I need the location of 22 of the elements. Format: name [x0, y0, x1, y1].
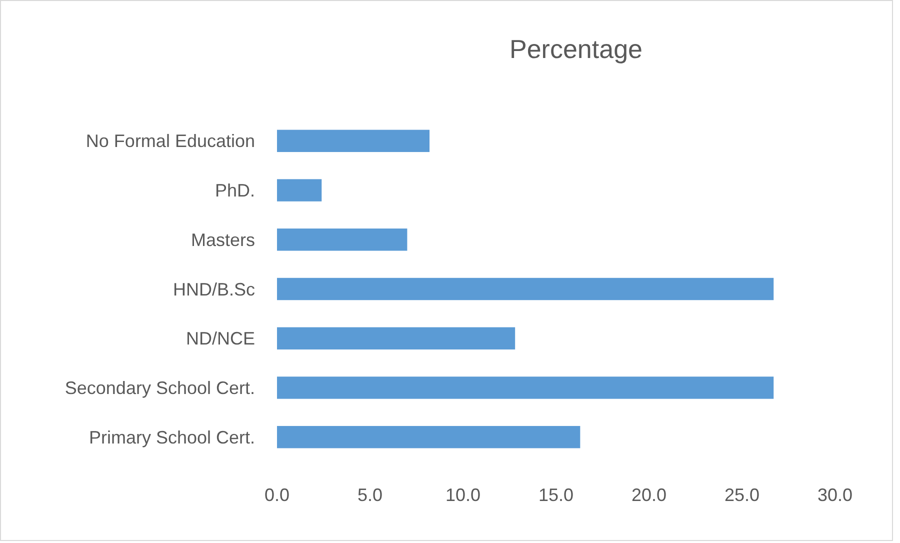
chart-title: Percentage: [510, 34, 642, 64]
y-tick-label: Secondary School Cert.: [64, 378, 255, 398]
x-tick-label: 5.0: [357, 485, 383, 505]
x-tick-label: 30.0: [817, 485, 853, 505]
x-tick-label: 0.0: [264, 485, 290, 505]
bar: [277, 130, 430, 152]
x-tick-label: 25.0: [724, 485, 760, 505]
bar: [277, 327, 516, 350]
bar: [277, 376, 774, 399]
y-tick-label: No Formal Education: [86, 131, 255, 152]
bar: [277, 426, 580, 448]
bar: [277, 228, 408, 251]
bar: [277, 278, 774, 300]
x-tick-label: 15.0: [538, 485, 574, 505]
y-tick-label: ND/NCE: [186, 328, 255, 349]
y-tick-label: PhD.: [214, 180, 255, 201]
y-tick-label: Primary School Cert.: [88, 427, 255, 448]
x-tick-label: 20.0: [631, 485, 667, 505]
y-tick-label: HND/B.Sc: [172, 279, 255, 300]
x-tick-label: 10.0: [445, 485, 481, 505]
bar: [277, 179, 322, 202]
y-tick-label: Masters: [190, 230, 255, 250]
